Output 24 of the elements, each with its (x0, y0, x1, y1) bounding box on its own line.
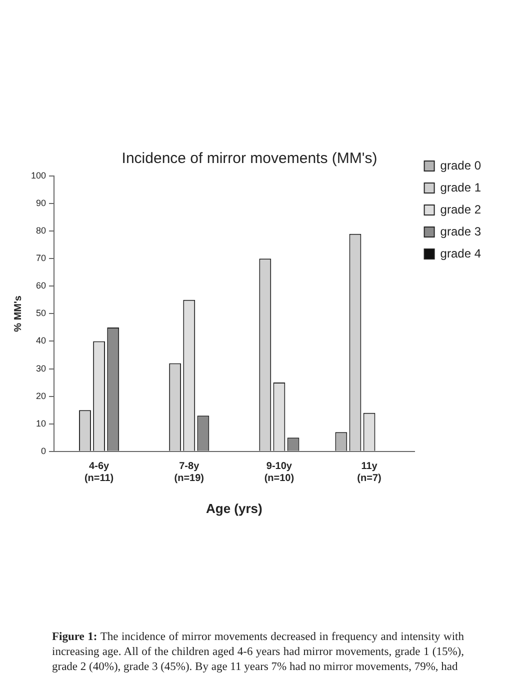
y-tick-label: 50 (36, 308, 46, 318)
y-tick-label: 80 (36, 226, 46, 236)
y-tick-label: 90 (36, 198, 46, 208)
y-tick-label: 60 (36, 280, 46, 291)
y-tick-label: 10 (36, 418, 46, 428)
chart-title: Incidence of mirror movements (MM's) (122, 150, 378, 168)
legend-label: grade 4 (440, 246, 482, 260)
y-axis-title: % MM's (12, 295, 24, 332)
x-tick-label: 4-6y (n=11) (84, 461, 114, 484)
y-tick-label: 0 (41, 446, 46, 456)
y-tick-label: 20 (36, 390, 46, 401)
legend-label: grade 0 (440, 158, 482, 172)
y-tick-label: 70 (36, 253, 46, 264)
x-tick-label: 11y (n=7) (357, 461, 382, 484)
y-tick-label: 30 (36, 363, 46, 374)
caption: Figure 1: The incidence of mirror movements decreased in frequency and intensity with increasing age. All of the children aged 4-6 years had mirror movements, grade 1 (15%), grade 2 (40%), grade 3 (45%). By age 11 years 7% had no mirror movements, 79%, had (52, 630, 464, 675)
legend-label: grade 2 (440, 202, 482, 216)
x-axis-title: Age (yrs) (206, 500, 262, 516)
y-tick-label: 40 (36, 336, 46, 346)
legend-label: grade 3 (440, 224, 482, 238)
y-tick-label: 100 (30, 170, 46, 180)
x-tick-label: 9-10y (n=10) (264, 461, 294, 484)
x-tick-label: 7-8y (n=19) (174, 461, 204, 484)
legend-label: grade 1 (440, 180, 482, 194)
